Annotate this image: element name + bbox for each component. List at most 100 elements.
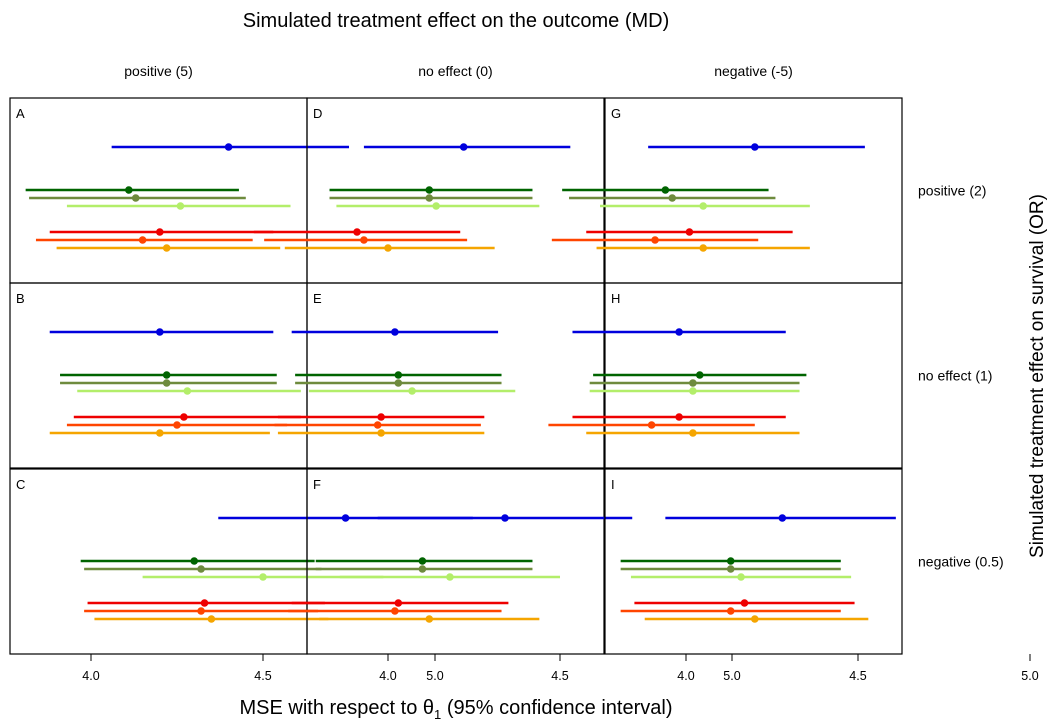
row-label: positive (2) <box>918 183 986 199</box>
point-estimate <box>689 387 697 395</box>
point-estimate <box>173 421 181 429</box>
point-estimate <box>180 413 188 421</box>
point-estimate <box>197 607 205 615</box>
point-estimate <box>751 143 759 151</box>
panel-h: H <box>548 282 903 469</box>
point-estimate <box>391 328 399 336</box>
panel-a: A <box>9 97 349 284</box>
point-estimate <box>138 236 147 244</box>
point-estimate <box>162 379 171 387</box>
point-estimate <box>675 328 683 336</box>
panel-letter: H <box>611 291 620 306</box>
point-estimate <box>408 387 416 395</box>
point-estimate <box>394 599 403 607</box>
row-label: no effect (1) <box>918 368 992 384</box>
point-estimate <box>377 429 385 437</box>
point-estimate <box>200 599 209 607</box>
row-label: negative (0.5) <box>918 554 1004 570</box>
point-estimate <box>425 615 434 623</box>
panel-d: D <box>253 97 605 284</box>
point-estimate <box>259 573 267 581</box>
panel-letter: I <box>611 477 615 492</box>
point-estimate <box>740 599 749 607</box>
x-tick-label: 4.0 <box>82 669 99 683</box>
point-estimate <box>726 607 735 615</box>
point-estimate <box>418 565 427 573</box>
panel-f: F <box>288 468 633 655</box>
x-axes: 4.0 4.5 5.0 4.0 4.5 5.0 4.0 4.5 5.0 <box>82 654 1039 683</box>
x-tick-label: 5.0 <box>1021 669 1038 683</box>
panel-letter: D <box>313 106 322 121</box>
chart-title: Simulated treatment effect on the outcom… <box>243 10 670 32</box>
point-estimate <box>425 194 434 202</box>
point-estimate <box>394 379 403 387</box>
point-estimate <box>190 557 198 565</box>
panel-letter: F <box>313 477 321 492</box>
x-axis-label-subscript: 1 <box>434 707 441 722</box>
point-estimate <box>373 421 382 429</box>
point-estimate <box>341 514 350 522</box>
point-estimate <box>726 557 735 565</box>
point-estimate <box>689 429 697 437</box>
point-estimate <box>699 202 707 210</box>
x-tick-label: 4.5 <box>849 669 866 683</box>
point-estimate <box>726 565 735 573</box>
point-estimate <box>156 228 164 236</box>
point-estimate <box>162 371 171 379</box>
panel-frame <box>604 468 903 655</box>
x-axis-label-main: MSE with respect to θ <box>240 697 435 719</box>
x-tick-label: 4.5 <box>551 669 568 683</box>
panel-e: E <box>274 282 605 469</box>
x-axis-label: MSE with respect to θ1 (95% confidence i… <box>240 697 673 722</box>
column-title: positive (5) <box>124 63 192 79</box>
x-tick-label: 4.0 <box>379 669 396 683</box>
x-tick-label: 4.0 <box>677 669 694 683</box>
point-estimate <box>432 202 440 210</box>
point-estimate <box>689 379 697 387</box>
point-estimate <box>446 573 454 581</box>
panel-letter: G <box>611 106 621 121</box>
point-estimate <box>156 429 164 437</box>
point-estimate <box>685 228 694 236</box>
point-estimate <box>737 573 745 581</box>
point-estimate <box>125 186 133 194</box>
point-estimate <box>156 328 164 336</box>
x-axis-label-suffix: (95% confidence interval) <box>441 697 672 719</box>
panel-i: I <box>604 468 903 655</box>
point-estimate <box>197 565 205 573</box>
point-estimate <box>183 387 192 395</box>
point-estimate <box>695 371 704 379</box>
point-estimate <box>501 514 509 522</box>
point-estimate <box>391 607 399 615</box>
point-estimate <box>778 514 787 522</box>
x-tick-label: 5.0 <box>723 669 740 683</box>
y-axis-label: Simulated treatment effect on survival (… <box>1027 194 1048 558</box>
panel-b: B <box>9 282 308 469</box>
column-title: negative (-5) <box>714 63 793 79</box>
point-estimate <box>224 143 233 151</box>
point-estimate <box>377 413 385 421</box>
point-estimate <box>425 186 434 194</box>
point-estimate <box>207 615 216 623</box>
panel-letter: B <box>16 291 25 306</box>
panel-g: G <box>551 97 903 284</box>
column-title: no effect (0) <box>418 63 492 79</box>
point-estimate <box>668 194 677 202</box>
point-estimate <box>651 236 659 244</box>
point-estimate <box>418 557 427 565</box>
x-tick-label: 5.0 <box>426 669 443 683</box>
panel-letter: C <box>16 477 25 492</box>
point-estimate <box>176 202 185 210</box>
point-estimate <box>162 244 171 252</box>
panel-grid: A D G B E H C F I <box>9 97 903 655</box>
point-estimate <box>751 615 759 623</box>
column-titles: positive (5) no effect (0) negative (-5) <box>124 63 793 79</box>
point-estimate <box>384 244 392 252</box>
point-estimate <box>360 236 368 244</box>
panel-letter: E <box>313 291 322 306</box>
point-estimate <box>661 186 670 194</box>
point-estimate <box>699 244 707 252</box>
panel-frame <box>306 468 605 655</box>
point-estimate <box>131 194 140 202</box>
